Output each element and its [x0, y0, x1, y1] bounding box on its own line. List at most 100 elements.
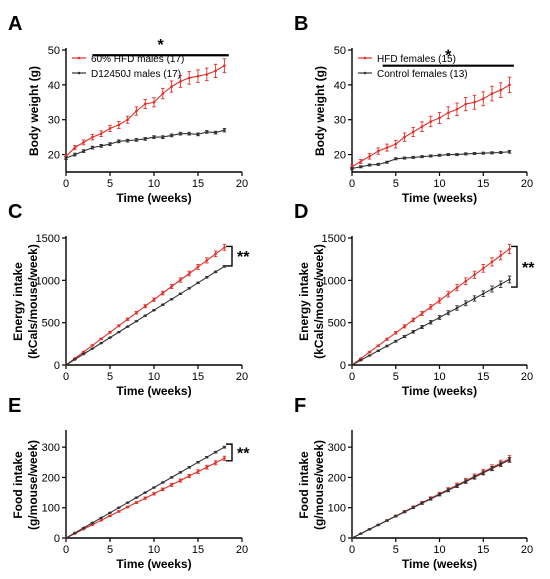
data-point — [205, 73, 209, 76]
data-point — [359, 160, 363, 163]
significance-label: * — [157, 37, 164, 54]
data-point — [214, 252, 217, 256]
data-point — [403, 135, 406, 139]
x-axis-label: Time (weeks) — [116, 191, 191, 205]
data-point — [429, 305, 433, 309]
series-control — [64, 265, 227, 367]
data-point — [108, 511, 112, 515]
y-tick-label: 1500 — [322, 233, 346, 245]
x-tick-label: 0 — [349, 544, 355, 556]
panel-label: D — [294, 201, 308, 223]
data-point — [359, 165, 363, 169]
y-tick-label: 200 — [42, 472, 60, 484]
data-point — [490, 467, 494, 470]
data-point — [91, 521, 94, 525]
data-point — [376, 344, 380, 347]
y-tick-label: 30 — [334, 115, 346, 127]
data-point — [464, 480, 468, 483]
y-tick-label: 40 — [334, 80, 346, 92]
data-point — [446, 488, 450, 492]
legend-entry: 60% HFD males (17) — [91, 54, 184, 65]
x-tick-label: 15 — [477, 544, 489, 556]
data-point — [385, 146, 389, 149]
data-point — [473, 100, 476, 104]
y-tick-label: 100 — [328, 503, 346, 515]
data-point — [152, 308, 156, 312]
data-point — [214, 131, 217, 134]
data-point — [499, 462, 503, 466]
y-axis-label: Energy intake — [11, 262, 25, 341]
x-tick-label: 10 — [148, 544, 160, 556]
y-tick-label: 0 — [340, 533, 346, 545]
data-point — [161, 488, 165, 491]
data-point — [508, 83, 511, 87]
data-point — [376, 149, 380, 153]
data-point — [420, 125, 424, 128]
data-point — [446, 311, 450, 315]
data-point — [394, 514, 398, 518]
x-tick-label: 10 — [433, 371, 445, 383]
series-control — [350, 456, 512, 540]
y-tick-label: 300 — [42, 442, 60, 454]
data-point — [473, 297, 476, 300]
series-hfd — [350, 243, 512, 367]
legend-marker — [363, 71, 367, 75]
data-point — [196, 133, 200, 136]
data-point — [108, 336, 112, 339]
legend-marker — [363, 56, 367, 60]
data-point — [161, 291, 165, 295]
significance-label: ** — [237, 445, 250, 462]
y-axis-label: (kCals/mouse/week) — [26, 244, 40, 359]
panel-d: D 0 5 10 15 20 0 500 1000 1500 Time (weeks) Energy … — [294, 201, 535, 398]
data-point — [411, 156, 415, 159]
y-axis-label: (g/mouse/week) — [26, 440, 40, 530]
data-point — [205, 130, 209, 134]
data-point — [205, 276, 209, 279]
x-tick-label: 0 — [349, 371, 355, 383]
data-point — [91, 347, 94, 350]
data-point — [126, 139, 129, 142]
y-tick-label: 30 — [48, 115, 60, 127]
data-point — [420, 312, 424, 315]
data-point — [82, 141, 85, 144]
data-point — [394, 339, 398, 343]
data-point — [179, 292, 182, 296]
data-point — [368, 163, 371, 167]
data-point — [64, 156, 68, 160]
data-point — [429, 497, 433, 501]
data-point — [223, 457, 226, 460]
data-point — [161, 92, 165, 95]
data-point — [99, 341, 103, 345]
data-point — [82, 352, 85, 356]
data-point — [214, 69, 217, 73]
data-point — [187, 76, 191, 80]
data-point — [196, 74, 200, 78]
y-tick-label: 0 — [54, 360, 60, 372]
significance-bracket — [511, 245, 518, 288]
data-point — [481, 471, 485, 475]
x-tick-label: 10 — [148, 371, 160, 383]
data-point — [473, 475, 476, 479]
data-point — [205, 455, 209, 459]
x-tick-label: 15 — [477, 178, 489, 190]
data-point — [394, 142, 398, 146]
data-point — [152, 298, 156, 301]
data-point — [73, 146, 77, 149]
data-point — [455, 153, 459, 156]
data-point — [376, 349, 380, 353]
y-tick-label: 20 — [334, 150, 346, 162]
data-point — [385, 337, 389, 341]
data-point — [64, 363, 68, 367]
y-tick-label: 40 — [48, 80, 60, 92]
series-control — [64, 445, 227, 540]
data-point — [205, 259, 209, 262]
data-point — [82, 350, 85, 354]
data-point — [187, 272, 191, 275]
data-point — [508, 278, 511, 281]
data-point — [135, 109, 138, 113]
x-tick-label: 20 — [521, 371, 533, 383]
x-tick-label: 0 — [63, 371, 69, 383]
x-tick-label: 15 — [192, 544, 204, 556]
y-tick-label: 300 — [328, 442, 346, 454]
y-tick-label: 0 — [54, 533, 60, 545]
